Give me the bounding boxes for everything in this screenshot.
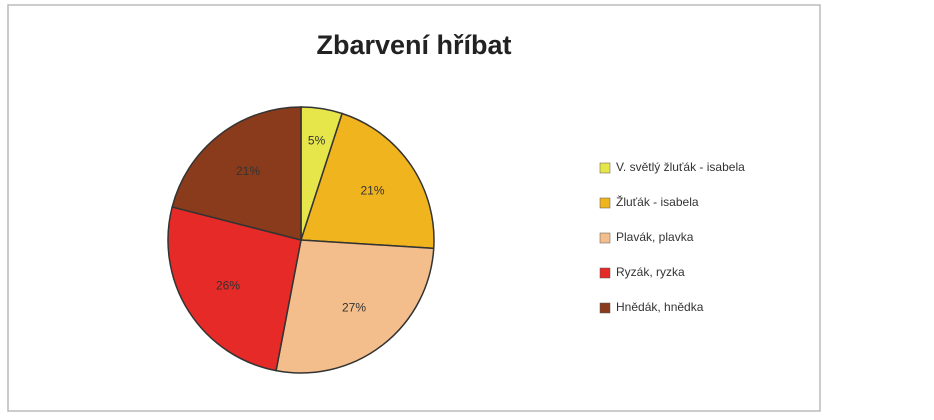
legend-swatch: [599, 162, 611, 174]
legend-swatch: [599, 197, 611, 209]
data-label: 21%: [236, 164, 260, 178]
data-label: 21%: [360, 184, 384, 198]
data-label: 5%: [308, 134, 326, 148]
legend-label: Plavák, plavka: [616, 230, 694, 244]
legend-label: Hnědák, hnědka: [616, 300, 704, 314]
pie-slice: [171, 106, 302, 241]
legend-swatch: [599, 302, 611, 314]
legend-label: Ryzák, ryzka: [616, 265, 685, 279]
pie-slice: [275, 239, 435, 374]
data-label: 26%: [216, 278, 240, 292]
pie-slice: [299, 112, 435, 250]
legend-label: Žluťák - isabela: [616, 194, 699, 209]
legend-swatch: [599, 232, 611, 244]
pie-slice: [167, 206, 302, 372]
data-label: 27%: [342, 300, 366, 314]
legend-swatch: [599, 267, 611, 279]
chart-title: Zbarvení hříbat: [316, 30, 511, 60]
legend-label: V. světlý žluťák - isabela: [616, 160, 745, 174]
